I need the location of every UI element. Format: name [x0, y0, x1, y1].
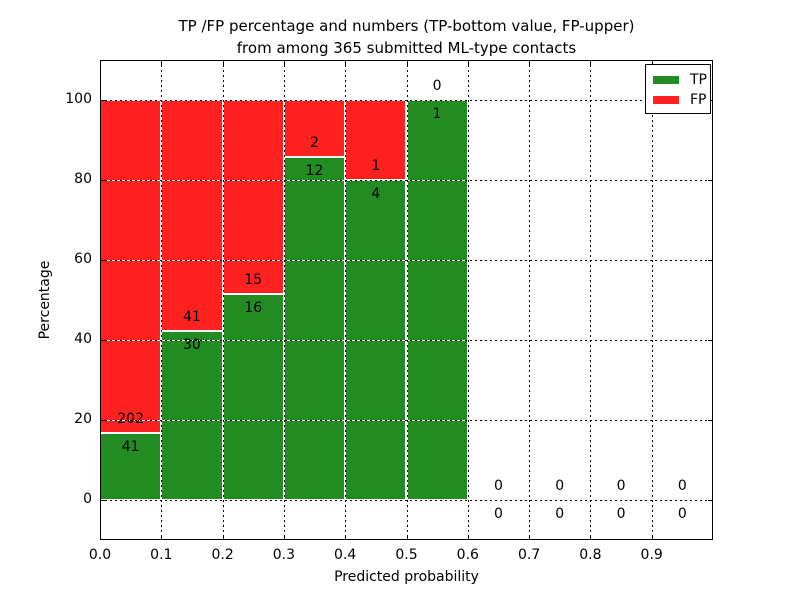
x-tick-mark	[467, 60, 469, 65]
x-tick-mark	[161, 535, 163, 540]
x-tick-mark	[529, 60, 531, 65]
x-tick-mark	[406, 60, 408, 65]
x-tick-label: 0.3	[272, 547, 296, 563]
x-tick-mark	[651, 60, 653, 65]
y-tick-mark	[100, 420, 105, 421]
tp-bar	[406, 100, 468, 500]
tp-count-label: 0	[493, 506, 503, 522]
tp-count-label: 0	[677, 506, 687, 522]
x-tick-mark	[345, 60, 347, 65]
tp-count-label: 4	[371, 186, 381, 202]
y-tick-label: 20	[74, 411, 92, 427]
y-tick-label: 0	[83, 491, 92, 507]
y-tick-label: 40	[74, 331, 92, 347]
y-tick-mark	[708, 500, 713, 501]
x-tick-label: 0.8	[579, 547, 602, 563]
tp-count-label: 16	[244, 299, 263, 316]
x-gridline	[161, 60, 163, 540]
x-tick-label: 0.4	[334, 547, 357, 563]
fp-bar	[222, 100, 284, 294]
chart-title-line1: TP /FP percentage and numbers (TP-bottom…	[178, 17, 635, 35]
x-tick-mark	[529, 535, 531, 540]
x-tick-mark	[345, 535, 347, 540]
chart-title-line2: from among 365 submitted ML-type contact…	[236, 39, 577, 57]
x-tick-label: 0.0	[88, 547, 112, 563]
x-tick-mark	[161, 60, 163, 65]
fp-count-label: 0	[616, 478, 626, 494]
x-tick-mark	[222, 60, 224, 65]
tp-count-label: 1	[432, 106, 442, 122]
x-tick-mark	[222, 535, 224, 540]
y-tick-label: 80	[74, 171, 92, 187]
x-tick-mark	[100, 535, 101, 540]
y-tick-mark	[708, 260, 713, 261]
y-tick-label: 60	[74, 251, 92, 267]
tp-bar	[283, 157, 346, 500]
x-tick-label: 0.5	[395, 547, 418, 563]
x-gridline	[406, 60, 408, 540]
tp-count-label: 0	[616, 506, 626, 522]
plot-area: 202 41 41 30 15 16 2 12 1 4 0 1 0 0 0 0 0 0 0 0	[100, 60, 713, 540]
tp-count-label: 12	[305, 163, 324, 180]
legend-label-tp: TP	[690, 72, 707, 88]
x-tick-mark	[406, 535, 408, 540]
x-tick-label: 0.7	[517, 547, 541, 563]
x-tick-label: 0.6	[456, 547, 479, 563]
tp-color-swatch	[653, 76, 679, 84]
x-axis-label: Predicted probability	[334, 569, 479, 585]
fp-count-label: 0	[555, 478, 565, 494]
fp-count-label: 41	[183, 309, 201, 325]
fp-bar	[100, 100, 162, 433]
fp-count-label: 2	[310, 135, 320, 152]
x-tick-mark	[651, 535, 653, 540]
fp-count-label: 202	[117, 410, 145, 427]
x-gridline	[651, 60, 653, 540]
legend-item-tp: TP	[646, 70, 710, 90]
y-tick-mark	[100, 100, 105, 101]
y-tick-mark	[100, 180, 105, 181]
x-gridline	[529, 60, 531, 540]
tp-bar	[222, 293, 284, 500]
y-tick-mark	[100, 340, 105, 341]
x-tick-mark	[100, 60, 101, 65]
fp-count-label: 1	[371, 158, 381, 174]
legend: TP FP	[645, 64, 711, 114]
x-tick-mark	[283, 535, 285, 540]
x-gridline	[467, 60, 469, 540]
x-gridline	[590, 60, 592, 540]
tp-count-label: 0	[555, 506, 565, 522]
y-axis-label: Percentage	[37, 260, 53, 340]
x-tick-mark	[467, 535, 469, 540]
x-gridline	[222, 60, 224, 540]
x-tick-label: 0.9	[640, 547, 663, 563]
x-gridline	[345, 60, 347, 540]
x-gridline	[283, 60, 285, 540]
y-tick-mark	[708, 420, 713, 421]
fp-count-label: 0	[493, 478, 503, 494]
y-tick-mark	[100, 500, 105, 501]
fp-count-label: 15	[244, 271, 263, 288]
x-tick-label: 0.2	[211, 547, 234, 563]
y-tick-label: 100	[65, 91, 92, 107]
fp-count-label: 0	[432, 78, 442, 94]
x-tick-mark	[283, 60, 285, 65]
x-tick-mark	[590, 535, 592, 540]
y-tick-mark	[708, 180, 713, 181]
y-tick-mark	[708, 340, 713, 341]
fp-bar	[161, 100, 223, 331]
y-tick-mark	[100, 260, 105, 261]
tp-count-label: 41	[121, 438, 140, 455]
legend-label-fp: FP	[690, 92, 707, 108]
fp-count-label: 0	[677, 478, 687, 494]
x-tick-label: 0.1	[150, 547, 173, 563]
fp-color-swatch	[653, 96, 679, 104]
legend-item-fp: FP	[646, 90, 710, 110]
tp-bar	[161, 331, 223, 500]
tp-count-label: 30	[183, 337, 201, 353]
chart-title: TP /FP percentage and numbers (TP-bottom…	[100, 15, 713, 59]
x-tick-mark	[590, 60, 592, 65]
